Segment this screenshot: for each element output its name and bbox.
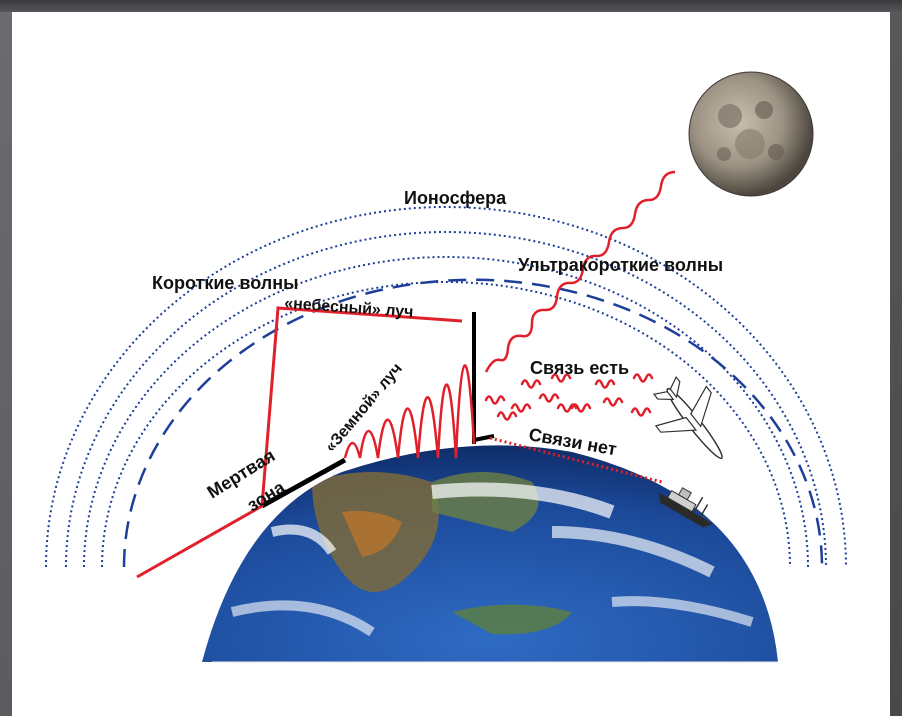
ionosphere-arc-1 xyxy=(45,206,847,568)
ionosphere-arc-2 xyxy=(65,231,827,568)
dead-zone-label-line2: зона xyxy=(244,477,290,516)
airplane-icon xyxy=(652,375,723,460)
horizon-dash-arc xyxy=(122,278,824,568)
ultrashort-wave-to-moon xyxy=(484,170,676,373)
short-waves-label: Короткие волны xyxy=(152,273,298,293)
signal-squiggles xyxy=(484,373,654,421)
radio-propagation-diagram: Ионосфера Короткие волны Ультракороткие … xyxy=(45,71,847,663)
ionosphere-arc-3 xyxy=(83,256,809,568)
top-bar xyxy=(0,0,902,12)
link-yes-label: Связь есть xyxy=(530,358,629,378)
sky-ray-path xyxy=(136,306,463,579)
ionosphere-layers xyxy=(45,206,847,568)
dead-zone-surface xyxy=(260,457,347,509)
ship-icon xyxy=(659,487,713,528)
ground-ray-wave xyxy=(343,364,476,459)
ultrashort-waves-label: Ультракороткие волны xyxy=(518,255,723,275)
ionosphere-label: Ионосфера xyxy=(404,188,507,208)
moon-icon xyxy=(688,71,814,197)
earth-icon xyxy=(202,445,778,663)
ionosphere-arc-4 xyxy=(101,281,791,568)
